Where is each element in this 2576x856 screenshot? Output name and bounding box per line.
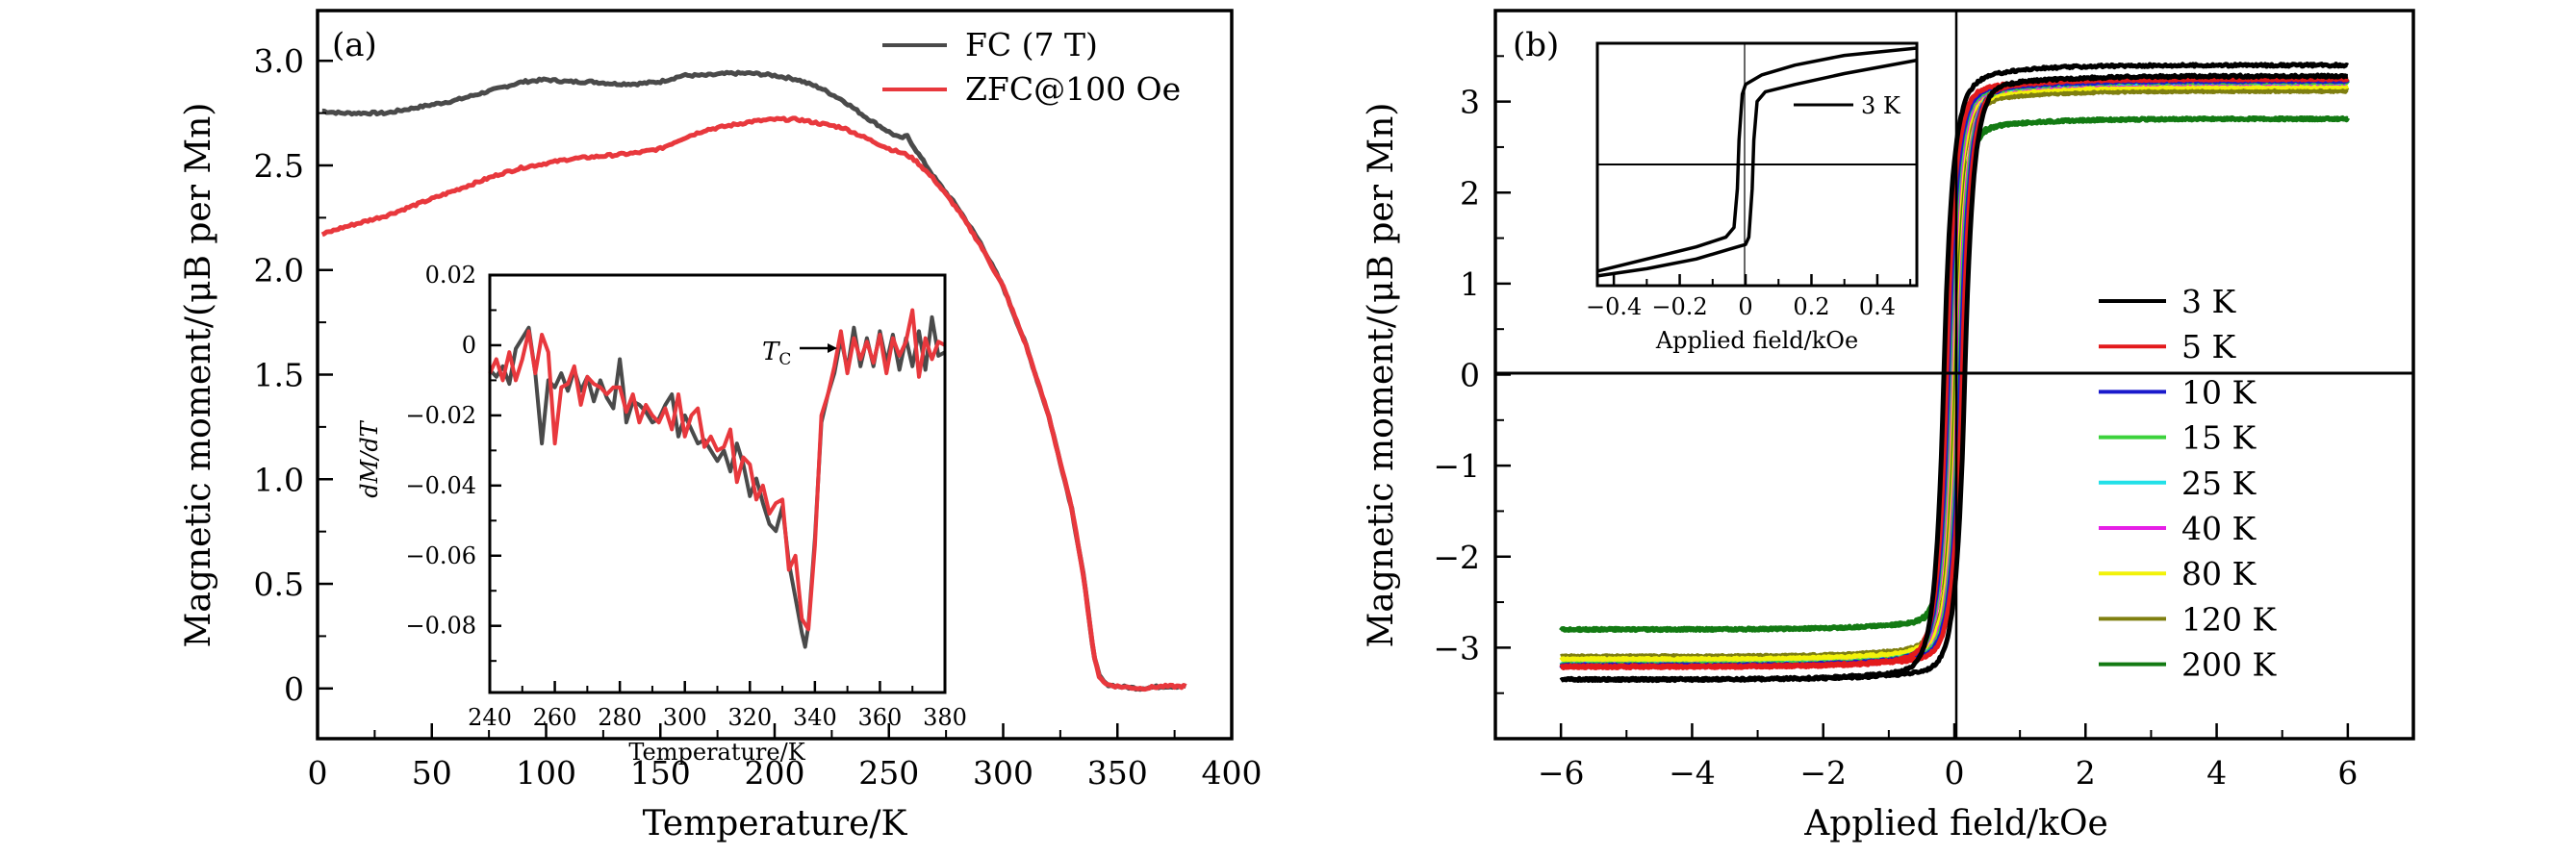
inset-b-legend-label: 3 K [1861,92,1901,119]
panel-b-ylabel: Magnetic moment/(μB per Mn) [1362,103,1401,648]
x-tick-label: 250 [858,754,919,792]
series-line-zfc [320,115,1187,692]
x-tick-label: 300 [973,754,1033,792]
y-tick-label: −2 [1433,539,1480,576]
y-tick-label: 0.5 [254,566,304,603]
legend-label-zfc: ZFC@100 Oe [965,70,1181,108]
inset-b-series-line-descending [1596,46,1918,273]
tc-label-sub: C [778,350,791,369]
x-tick-label: 360 [858,704,903,731]
legend-label: 40 K [2181,510,2257,547]
y-tick-label: 0 [462,332,476,359]
y-tick-label: −0.02 [405,402,476,429]
inset-a-ylabel-text: dM/dT [356,419,383,497]
inset-a-ylabel: dM/dT [356,419,383,497]
x-tick-label: 0 [1738,293,1752,320]
panel-b: −6 −4 −2 0 2 4 6 −3 −2 −1 0 1 2 3 (b) Applied field/k… [1362,9,2415,843]
panel-b-label: (b) [1513,26,1559,64]
x-tick-label: 340 [793,704,837,731]
x-tick-label: −6 [1538,754,1585,792]
x-tick-label: 260 [533,704,577,731]
x-tick-label: 280 [598,704,642,731]
panel-a-ylabel: Magnetic moment/(μB per Mn) [179,103,218,648]
x-tick-label: 0.2 [1793,293,1829,320]
panel-a: 0 50 100 150 200 250 300 350 400 0 0.5 1.0 1.5 2.0 2.5… [179,9,1262,843]
x-tick-label: −4 [1669,754,1716,792]
x-tick-label: 400 [1202,754,1262,792]
tc-arrow-head [828,343,837,353]
inset-a-background [490,275,945,692]
x-tick-label: 350 [1087,754,1148,792]
panel-a-label: (a) [332,26,377,64]
x-tick-label: −2 [1799,754,1847,792]
inset-a-series-line-fc [488,315,946,649]
y-tick-label: 0 [1460,357,1480,394]
y-tick-label: 2.0 [254,252,304,290]
legend-label: 15 K [2181,419,2257,457]
y-tick-label: 1 [1460,265,1480,303]
y-tick-label: −0.04 [405,472,476,499]
x-tick-label: 0 [1945,754,1965,792]
x-tick-label: −0.2 [1651,293,1707,320]
panel-b-inset: −0.4 −0.2 0 0.2 0.4 Applied field/kOe 3 K [1586,41,1919,354]
tc-annotation: TC [762,338,837,369]
y-tick-label: 1.5 [254,357,304,394]
x-tick-label: 6 [2337,754,2358,792]
x-tick-label: 4 [2206,754,2227,792]
x-tick-label: 320 [727,704,772,731]
panel-b-ticks: −6 −4 −2 0 2 4 6 −3 −2 −1 0 1 2 3 [1433,55,2358,792]
y-tick-label: −3 [1433,629,1480,667]
legend-label: 5 K [2181,328,2236,365]
x-tick-label: 380 [923,704,967,731]
y-tick-label: 3 [1460,84,1480,121]
y-tick-label: −0.06 [405,542,476,569]
x-tick-label: 50 [412,754,452,792]
y-tick-label: 2.5 [254,147,304,185]
inset-b-frame [1595,41,1919,288]
inset-b-series-line-ascending [1596,58,1918,278]
legend-label: 200 K [2181,646,2277,684]
x-tick-label: 300 [663,704,707,731]
inset-b-ticks: −0.4 −0.2 0 0.2 0.4 [1586,274,1912,320]
legend-label-fc: FC (7 T) [965,26,1098,63]
legend-label: 25 K [2181,465,2257,502]
x-tick-label: 2 [2076,754,2096,792]
legend-label: 3 K [2181,283,2236,320]
inset-b-plot-area [1596,46,1918,278]
tc-label: TC [762,338,791,369]
panel-b-plot-area [1559,62,2351,684]
y-tick-label: 3.0 [254,42,304,80]
inset-a-xlabel: Temperature/K [628,739,805,766]
y-tick-label: 1.0 [254,461,304,498]
inset-b-xlabel: Applied field/kOe [1655,327,1858,354]
x-tick-label: 240 [468,704,512,731]
legend-label: 10 K [2181,373,2257,411]
y-tick-label: 0.02 [425,262,476,289]
panel-a-plot-area [320,69,1187,692]
y-tick-label: −1 [1433,447,1480,485]
panel-a-xlabel: Temperature/K [643,804,908,843]
inset-a-plot-area [488,308,946,649]
panel-b-xlabel: Applied field/kOe [1803,804,2108,843]
x-tick-label: −0.4 [1586,293,1642,320]
inset-a-series-line-zfc [488,308,946,632]
y-tick-label: 2 [1460,174,1480,212]
x-tick-label: 150 [630,754,691,792]
x-tick-label: 0 [308,754,328,792]
x-tick-label: 0.4 [1859,293,1896,320]
legend-label: 120 K [2181,600,2277,638]
tc-label-main: T [762,338,780,366]
panel-a-legend: FC (7 T) ZFC@100 Oe [882,26,1181,108]
x-tick-label: 200 [745,754,805,792]
panel-a-inset: 240 260 280 300 320 340 360 380 0.02 0 −0.02 −0.04 −… [356,262,967,766]
inset-a-ticks: 240 260 280 300 320 340 360 380 0.02 0 −0.02 −0.04 −… [405,262,966,731]
x-tick-label: 100 [516,754,576,792]
y-tick-label: −0.08 [405,613,476,640]
y-tick-label: 0 [284,670,304,708]
panel-a-ticks: 0 50 100 150 200 250 300 350 400 0 0.5 1.0 1.5 2.0 2.5… [254,42,1262,792]
series-line-3k [1559,62,2350,684]
legend-label: 80 K [2181,555,2257,592]
panel-b-legend: 3 K 5 K 10 K 15 K 25 K 40 K 80 K 120 K 200 K [2099,283,2277,684]
